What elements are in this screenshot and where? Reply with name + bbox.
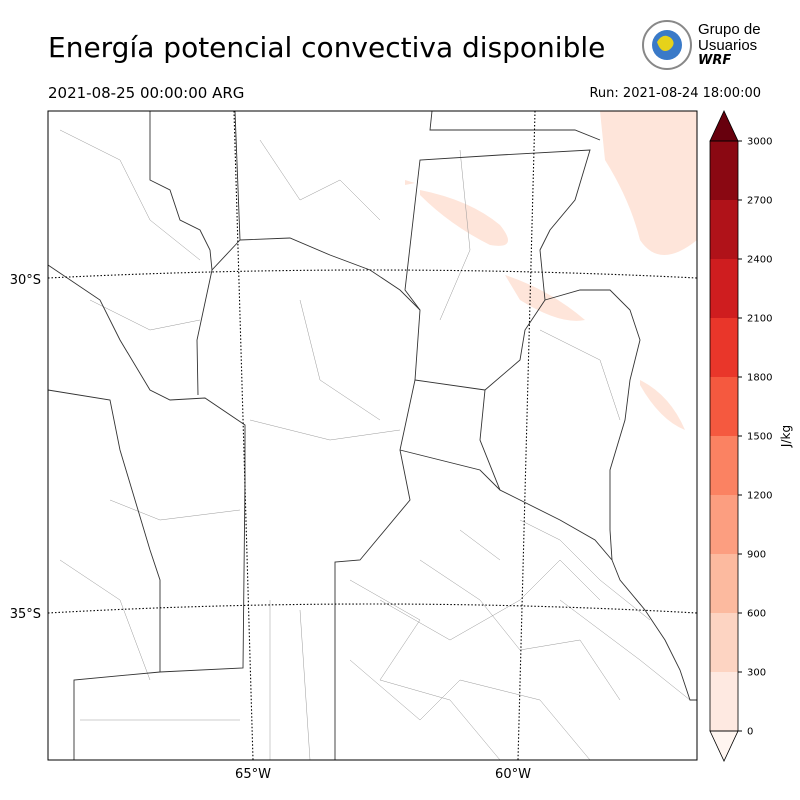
map: 30°S 35°S 65°W 60°W bbox=[10, 110, 698, 782]
colorbar: J/kg 0 300 600 900 1200 1500 1800 2100 2400 2700 3… bbox=[709, 110, 793, 762]
run-time: Run: 2021-08-24 18:00:00 bbox=[589, 86, 761, 101]
valid-time: 2021-08-25 00:00:00 ARG bbox=[48, 84, 244, 102]
department-boundaries bbox=[59, 129, 691, 761]
colorbar-segment bbox=[710, 141, 738, 200]
lat-label: 35°S bbox=[10, 607, 41, 622]
colorbar-segment bbox=[710, 613, 738, 672]
graticule bbox=[47, 110, 698, 761]
colorbar-segment bbox=[710, 436, 738, 495]
logo-text: Grupo de bbox=[698, 21, 761, 38]
colorbar-tick-label: 2400 bbox=[747, 255, 772, 266]
colorbar-segment bbox=[710, 495, 738, 554]
colorbar-segment bbox=[710, 318, 738, 377]
colorbar-tick-label: 900 bbox=[747, 550, 766, 561]
colorbar-tick-label: 3000 bbox=[747, 137, 772, 148]
colorbar-over bbox=[709, 110, 739, 142]
logo-text: Usuarios bbox=[698, 37, 757, 54]
logo-text: WRF bbox=[698, 53, 731, 68]
colorbar-segment bbox=[710, 259, 738, 318]
colorbar-tick-label: 300 bbox=[747, 668, 766, 679]
colorbar-tick-label: 1500 bbox=[747, 432, 772, 443]
title: Energía potencial convectiva disponible bbox=[48, 31, 605, 64]
colorbar-tick-label: 1200 bbox=[747, 491, 772, 502]
colorbar-segment bbox=[710, 672, 738, 731]
logo: Grupo de Usuarios WRF bbox=[642, 20, 761, 70]
lon-label: 60°W bbox=[495, 767, 531, 782]
colorbar-label: J/kg bbox=[779, 425, 793, 448]
province-boundaries bbox=[47, 110, 697, 760]
lat-label: 30°S bbox=[10, 273, 41, 288]
colorbar-tick-label: 2100 bbox=[747, 314, 772, 325]
colorbar-tick-label: 2700 bbox=[747, 196, 772, 207]
map-frame bbox=[47, 110, 698, 761]
colorbar-tick-label: 0 bbox=[747, 727, 753, 738]
lon-label: 65°W bbox=[235, 767, 271, 782]
colorbar-tick-label: 1800 bbox=[747, 373, 772, 384]
logo-land bbox=[657, 35, 674, 51]
map-background bbox=[48, 111, 697, 760]
colorbar-segment bbox=[710, 554, 738, 613]
colorbar-under bbox=[709, 730, 739, 762]
colorbar-tick-label: 600 bbox=[747, 609, 766, 620]
colorbar-segment bbox=[710, 200, 738, 259]
colorbar-segment bbox=[710, 377, 738, 436]
